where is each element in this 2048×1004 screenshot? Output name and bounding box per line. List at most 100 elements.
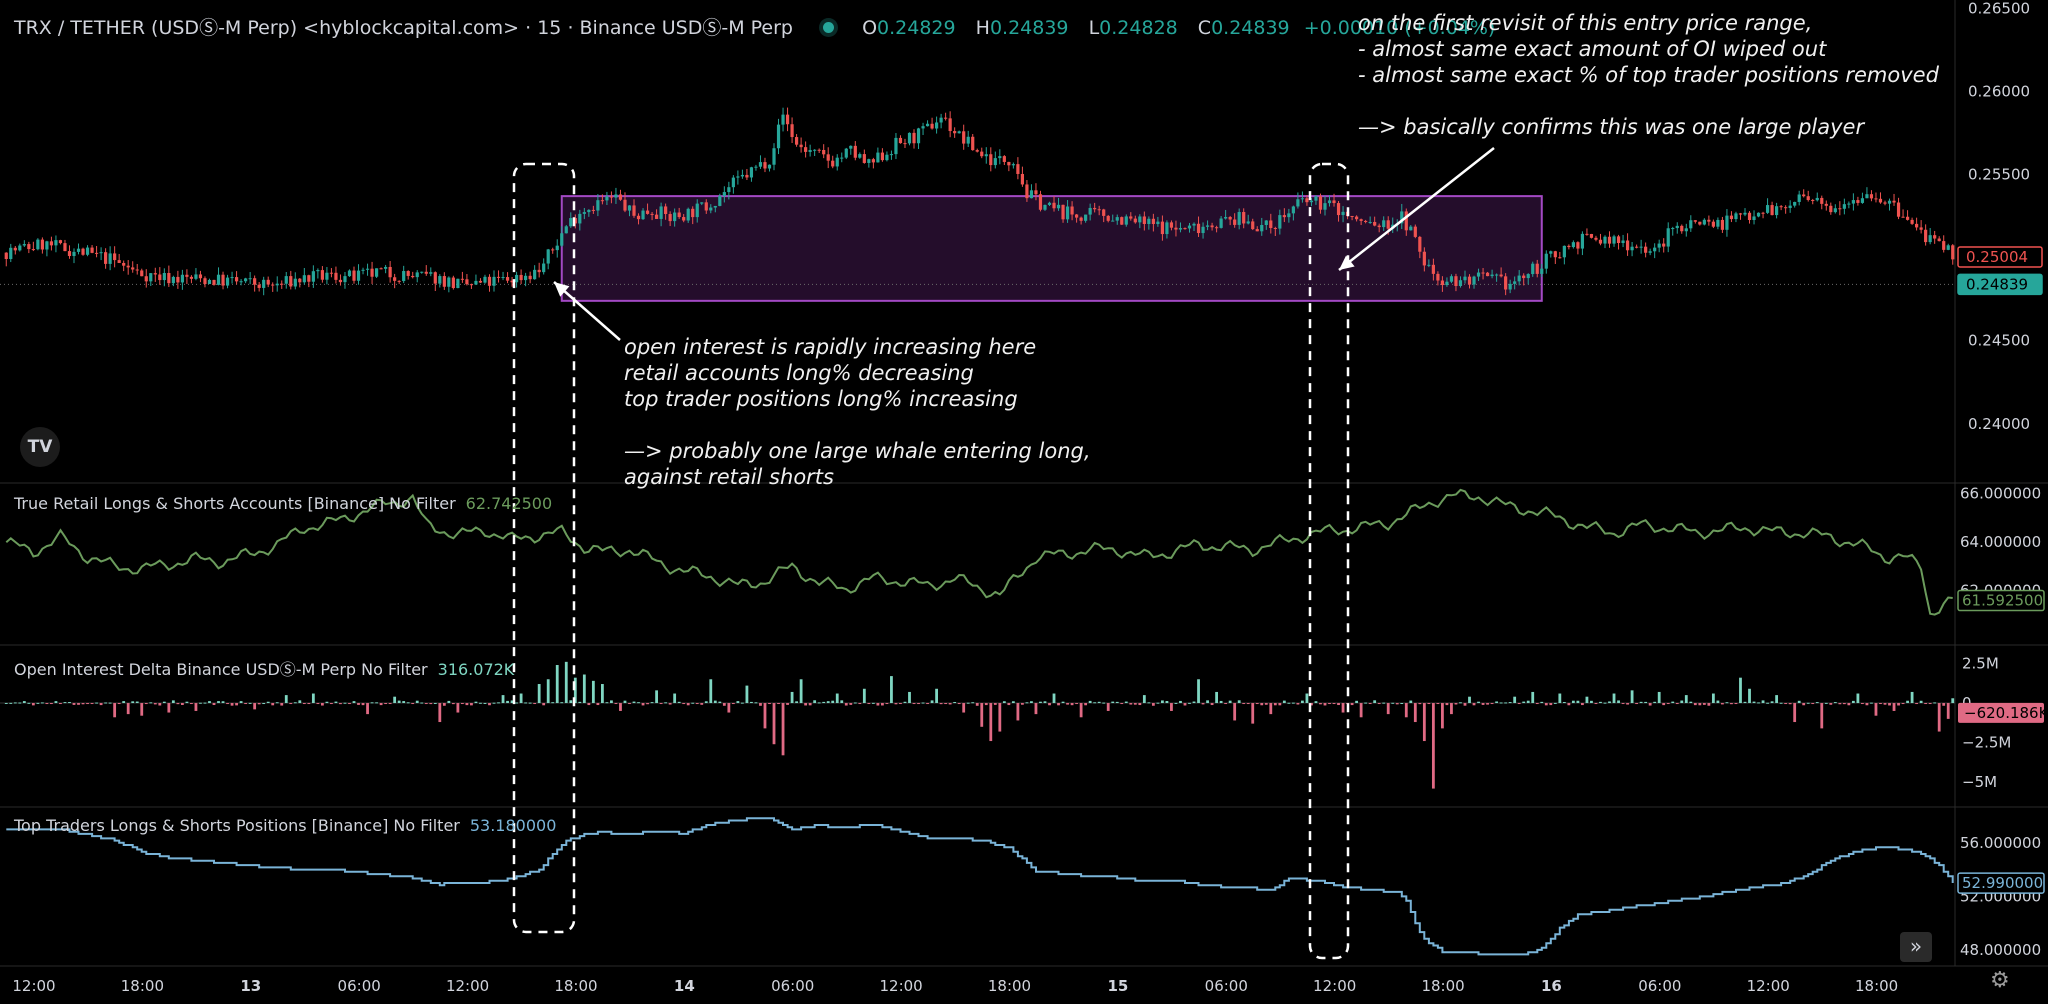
- oi-delta-indicator-legend[interactable]: Open Interest Delta Binance USDⓈ-M Perp …: [14, 656, 514, 680]
- candle-body: [1693, 220, 1697, 222]
- candle-body: [1490, 274, 1494, 277]
- oi-delta-bar: [908, 691, 911, 704]
- candle-body: [99, 252, 103, 254]
- candle-body: [239, 281, 243, 283]
- oi-delta-bar: [352, 701, 356, 704]
- candle-body: [1598, 239, 1603, 244]
- candle-body: [81, 248, 85, 255]
- open-label: O: [862, 17, 878, 39]
- candle-body: [1224, 217, 1228, 219]
- chart-header: TRX / TETHER (USDⓈ-M Perp) <hyblockcapit…: [14, 13, 1495, 40]
- oi-delta-bar: [406, 702, 410, 704]
- oi-delta-bar: [1088, 700, 1092, 704]
- oi-delta-bar: [262, 703, 266, 705]
- candle-body: [1729, 215, 1734, 220]
- oi-delta-bar: [564, 661, 568, 704]
- oi-delta-bar: [1919, 700, 1923, 704]
- tradingview-logo-icon[interactable]: TV: [20, 427, 60, 467]
- oi-delta-bar: [1341, 703, 1345, 713]
- retail-indicator-legend[interactable]: True Retail Longs & Shorts Accounts [Bin…: [14, 494, 552, 513]
- oi-delta-bar: [1653, 701, 1657, 704]
- candle-body: [953, 131, 957, 134]
- candle-body: [546, 249, 550, 264]
- candle-body: [1684, 228, 1688, 232]
- oi-delta-bar: [275, 702, 279, 704]
- oi-delta-bar: [713, 700, 717, 704]
- candle-body: [334, 272, 338, 280]
- oi-delta-bar: [817, 702, 821, 704]
- top-traders-indicator-legend[interactable]: Top Traders Longs & Shorts Positions [Bi…: [14, 816, 556, 835]
- candle-body: [1174, 227, 1178, 230]
- candle-body: [727, 187, 731, 193]
- oi-delta-bar: [68, 702, 71, 704]
- oi-delta-bar: [22, 701, 26, 704]
- candle-body: [135, 269, 139, 271]
- gear-icon[interactable]: ⚙: [1990, 968, 2010, 993]
- candle-body: [1007, 161, 1011, 166]
- double-chevron-right-icon[interactable]: »: [1900, 932, 1932, 962]
- candle-body: [1336, 203, 1341, 216]
- candle-body: [1436, 273, 1440, 281]
- oi-delta-bar: [646, 703, 649, 705]
- oi-delta-bar: [199, 702, 202, 704]
- close-label: C: [1197, 17, 1212, 39]
- candle-body: [320, 270, 324, 280]
- oi-delta-bar: [876, 703, 880, 706]
- symbol-title[interactable]: TRX / TETHER (USDⓈ-M Perp) <hyblockcapit…: [14, 17, 793, 39]
- oi-delta-bar: [221, 701, 225, 704]
- oi-delta-bar: [1553, 702, 1557, 704]
- oi-delta-bar: [190, 703, 193, 705]
- oi-delta-bar: [1106, 703, 1110, 711]
- candle-body: [1571, 242, 1575, 248]
- oi-delta-bar: [153, 703, 157, 705]
- oi-delta-bar: [411, 703, 415, 705]
- candle-body: [659, 206, 663, 219]
- oi-delta-bar: [1355, 700, 1359, 704]
- candle-body: [1878, 198, 1883, 203]
- candle-body: [1431, 264, 1435, 274]
- oi-delta-bar: [1933, 702, 1937, 704]
- oi-delta-bar: [1486, 703, 1489, 705]
- oi-delta-bar: [1481, 703, 1485, 705]
- oi-delta-bar: [40, 702, 44, 704]
- candle-body: [1544, 253, 1548, 269]
- oi-delta-bar: [975, 703, 979, 706]
- candle-body: [325, 272, 329, 280]
- candle-body: [722, 192, 726, 196]
- oi-delta-bar: [795, 701, 798, 704]
- oi-delta-bar: [1170, 703, 1173, 711]
- annotation-left-line: retail accounts long% decreasing: [624, 361, 974, 385]
- oi-delta-bar: [510, 700, 514, 704]
- oi-delta-bar: [357, 703, 360, 705]
- time-axis-tick: 06:00: [771, 977, 814, 995]
- oi-delta-bar: [13, 702, 17, 704]
- candle-body: [501, 277, 505, 279]
- candle-body: [1666, 228, 1670, 247]
- candle-body: [1842, 204, 1846, 209]
- oi-delta-bar: [862, 688, 866, 704]
- candle-body: [9, 247, 13, 260]
- oi-delta-bar: [77, 703, 80, 705]
- candle-body: [772, 148, 776, 165]
- candle-body: [781, 114, 785, 125]
- candle-body: [1865, 194, 1869, 199]
- candle-body: [1467, 276, 1472, 285]
- oi-delta-bar: [293, 702, 297, 704]
- candle-body: [1689, 220, 1693, 229]
- candle-body: [266, 279, 270, 285]
- candle-body: [1246, 221, 1250, 224]
- candle-body: [627, 205, 632, 211]
- dashed-highlight-entry: [512, 162, 576, 934]
- oi-delta-bar: [1522, 701, 1526, 704]
- candle-body: [948, 118, 952, 132]
- oi-delta-bar: [1075, 703, 1078, 705]
- oi-delta-bar: [149, 702, 153, 704]
- candle-body: [1178, 228, 1183, 230]
- candle-body: [1043, 204, 1047, 210]
- oi-delta-bar: [1337, 703, 1340, 706]
- candle-body: [212, 279, 216, 285]
- oi-delta-bar: [1350, 703, 1354, 706]
- oi-delta-bar: [1039, 701, 1042, 704]
- candle-body: [1377, 225, 1381, 228]
